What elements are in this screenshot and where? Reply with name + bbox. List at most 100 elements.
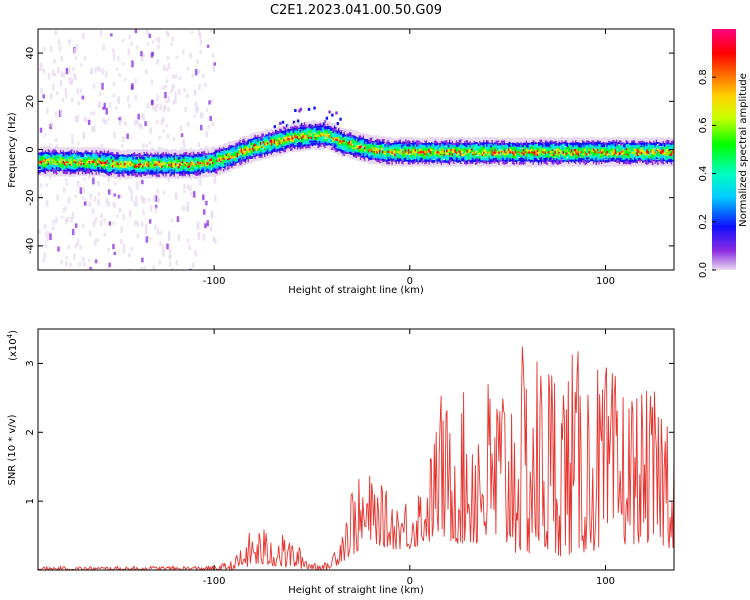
spectrogram-ridge-cell <box>205 171 208 175</box>
spectrogram-ridge-cell <box>427 148 430 152</box>
spectrogram-ridge-cell <box>498 149 501 152</box>
spectrogram-ridge-cell <box>333 133 337 137</box>
spectrogram-ridge-cell <box>91 168 94 171</box>
spectrogram-ridge-cell <box>332 150 335 153</box>
spectrogram-ridge-cell <box>190 162 193 166</box>
spectrogram-ridge-cell <box>337 125 341 129</box>
spectrogram-ridge-cell <box>140 152 144 155</box>
spectrogram-ridge-cell <box>353 130 356 134</box>
spectrogram-ridge-cell <box>487 155 490 159</box>
spectrogram-ridge-cell <box>398 137 401 141</box>
spectrogram-ridge-cell <box>450 141 453 145</box>
spectrogram-ridge-cell <box>233 153 237 157</box>
spectrogram-ridge-cell <box>284 135 287 139</box>
spectrogram-ridge-cell <box>59 162 63 165</box>
spectrogram-ridge-cell <box>257 152 260 156</box>
spectrogram-noise-cell <box>146 269 150 270</box>
spectrogram-ridge-cell <box>139 158 142 161</box>
spectrogram-ridge-cell <box>487 161 490 164</box>
spectrogram-ridge-cell <box>418 140 422 143</box>
spectrogram-ridge-cell <box>324 125 327 129</box>
spectrogram-ridge-cell <box>240 140 244 143</box>
spectrogram-ridge-cell <box>295 130 298 134</box>
spectrogram-ridge-cell <box>48 154 52 158</box>
spectrogram-ridge-cell <box>107 147 111 151</box>
spectrogram-ridge-cell <box>464 161 467 165</box>
spectrogram-ridge-cell <box>64 162 67 166</box>
spectrogram-ridge-cell <box>253 154 256 158</box>
spectrogram-ridge-cell <box>325 132 329 135</box>
spectrogram-noise-cell <box>114 158 118 164</box>
spectrogram-ridge-cell <box>155 166 159 169</box>
spectrogram-ridge-cell <box>472 136 475 140</box>
spectrogram-ridge-cell <box>173 160 177 164</box>
spectrogram-ridge-cell <box>402 146 405 149</box>
spectrogram-ridge-cell <box>65 165 68 169</box>
spectrogram-ridge-cell <box>488 138 492 141</box>
spectrogram-ridge-cell <box>495 137 498 141</box>
spectrogram-ridge-cell <box>242 150 245 153</box>
spectrogram-ridge-cell <box>468 152 471 156</box>
spectrogram-ridge-cell <box>218 158 222 162</box>
spectrogram-ridge-cell <box>50 158 53 162</box>
spectrogram-ridge-cell <box>411 142 415 146</box>
spectrogram-ridge-cell <box>274 145 278 149</box>
spectrogram-ridge-cell <box>101 151 104 155</box>
spectrogram-ridge-cell <box>325 120 329 123</box>
spectrogram-ridge-cell <box>98 157 101 161</box>
spectrogram-ridge-cell <box>259 157 263 161</box>
spectrogram-ridge-cell <box>164 157 167 160</box>
spectrogram-ridge-cell <box>113 175 116 179</box>
spectrogram-ridge-cell <box>414 160 418 163</box>
spectrogram-ridge-cell <box>131 171 134 175</box>
spectrogram-ridge-cell <box>257 146 260 150</box>
spectrogram-ridge-cell <box>184 161 187 165</box>
spectrogram-ridge-cell <box>74 169 78 172</box>
spectrogram-ridge-cell <box>309 133 312 137</box>
spectrogram-ridge-cell <box>454 146 457 150</box>
spectrogram-ridge-cell <box>436 161 440 164</box>
spectrogram-ridge-cell <box>47 162 50 165</box>
spectrogram-ridge-cell <box>66 160 70 164</box>
spectrogram-ridge-cell <box>495 149 498 152</box>
spectrogram-ridge-cell <box>64 168 67 172</box>
spectrogram-ridge-cell <box>132 170 135 174</box>
spectrogram-ridge-cell <box>153 149 156 152</box>
spectrogram-ridge-cell <box>180 156 183 160</box>
spectrogram-ridge-cell <box>496 150 500 154</box>
spectrogram-ridge-cell <box>422 163 426 167</box>
spectrogram-ridge-cell <box>76 162 79 166</box>
spectrogram-ridge-cell <box>366 141 370 145</box>
spectrogram-noise-cell <box>128 186 131 191</box>
spectrogram-ridge-cell <box>157 175 160 179</box>
spectrogram-ridge-cell <box>505 146 508 150</box>
spectrogram-ridge-cell <box>236 159 240 162</box>
spectrogram-ridge-cell <box>73 167 77 170</box>
spectrogram-ridge-cell <box>48 162 52 165</box>
spectrogram-ridge-cell <box>359 157 363 160</box>
spectrogram-noise-cell <box>62 186 66 193</box>
spectrogram-ridge-cell <box>216 150 219 153</box>
spectrogram-ridge-cell <box>410 161 413 165</box>
spectrogram-ridge-cell <box>42 157 45 161</box>
spectrogram-noise-cell <box>195 104 198 111</box>
spectrogram-ridge-cell <box>366 138 370 142</box>
spectrogram-ridge-cell <box>503 162 507 165</box>
spectrogram-ridge-cell <box>505 138 508 141</box>
spectrogram-ridge-cell <box>328 123 331 126</box>
spectrogram-ridge-cell <box>422 155 426 159</box>
spectrogram-ridge-cell <box>233 144 237 148</box>
spectrogram-ridge-cell <box>479 149 482 152</box>
spectrogram-ridge-cell <box>402 148 405 151</box>
spectrogram-ridge-cell <box>132 158 135 162</box>
spectrogram-ridge-cell <box>42 159 45 163</box>
spectrogram-noise-cell <box>118 207 122 213</box>
spectrogram-ridge-cell <box>442 148 445 152</box>
spectrogram-ridge-cell <box>154 157 157 160</box>
spectrogram-ridge-cell <box>436 147 440 150</box>
spectrogram-ridge-cell <box>381 159 385 163</box>
spectrogram-ridge-cell <box>76 172 79 176</box>
spectrogram-ridge-cell <box>311 134 315 137</box>
spectrogram-ridge-cell <box>43 167 46 170</box>
spectrogram-ridge-cell <box>77 155 81 159</box>
